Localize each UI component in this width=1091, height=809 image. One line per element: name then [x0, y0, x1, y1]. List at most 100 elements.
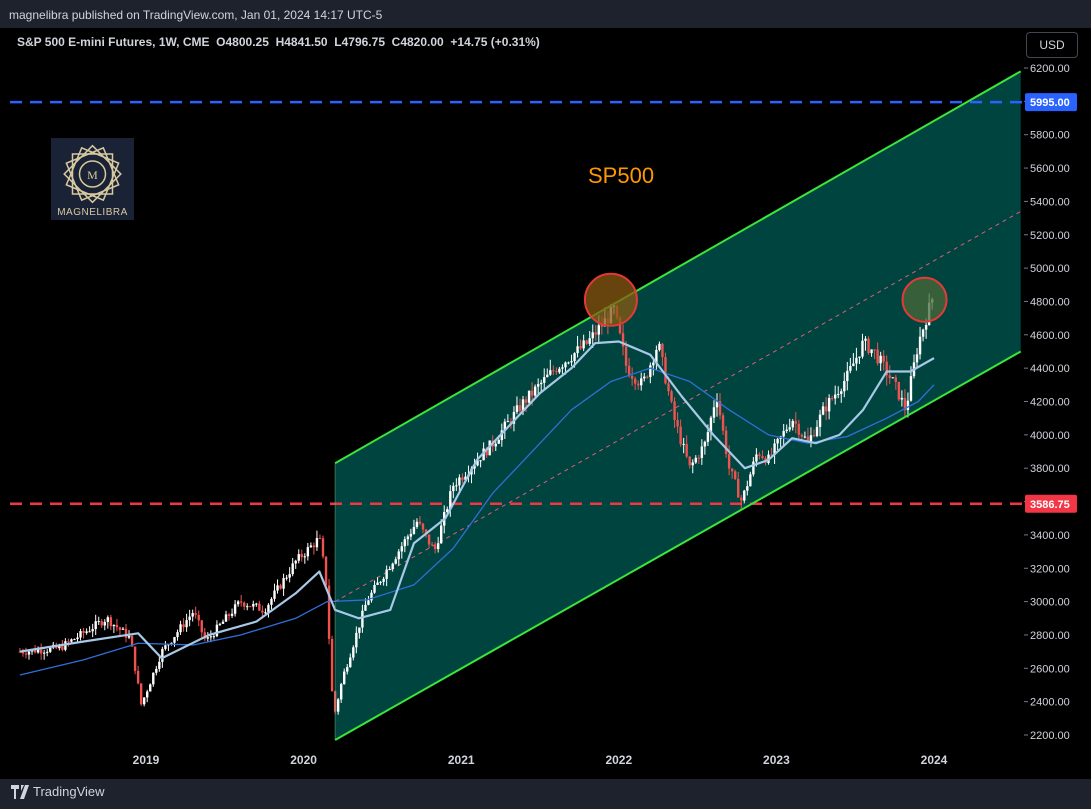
candle-body [506, 421, 510, 423]
candle-body [88, 631, 91, 633]
candle-body [188, 616, 191, 621]
candle-body [558, 368, 561, 373]
candle-body [630, 376, 634, 379]
price-chart[interactable]: 2200.00 2400.00 2600.00 2800.00 3000.00 3200.… [0, 28, 1091, 779]
chart-area[interactable]: 2200.00 2400.00 2600.00 2800.00 3000.00 3200.… [0, 28, 1091, 779]
candle-body [733, 471, 737, 479]
candle-body [633, 378, 637, 384]
candle-body [749, 474, 752, 487]
x-tick-label: 2023 [763, 753, 790, 767]
candle-body [449, 491, 452, 510]
candle-body [479, 460, 482, 462]
candle-body [846, 370, 849, 382]
candle-body [806, 436, 810, 442]
candle-body [494, 443, 497, 447]
legend-close: C4820.00 [391, 35, 444, 49]
candle-body [33, 649, 37, 653]
candle-body [176, 632, 179, 638]
svg-text:M: M [87, 168, 98, 182]
candle-body [39, 649, 43, 654]
candle-body [261, 610, 264, 613]
candle-body [239, 601, 243, 603]
candle-body [436, 543, 440, 550]
candle-body [782, 430, 785, 437]
candle-body [103, 621, 106, 626]
candle-body [800, 434, 804, 437]
candle-body [582, 340, 585, 349]
candle-body [561, 367, 564, 369]
candle-body [549, 370, 552, 375]
candle-body [127, 635, 131, 638]
candle-body [142, 697, 146, 705]
candle-body [885, 361, 888, 376]
candle-body [439, 525, 443, 544]
candle-body [618, 317, 622, 334]
candle-body [327, 585, 331, 639]
candle-body [303, 556, 307, 558]
candle-body [891, 377, 894, 379]
candle-body [849, 366, 852, 371]
candle-body [621, 333, 625, 347]
candle-body [370, 592, 373, 601]
candle-body [564, 362, 567, 368]
candle-body [818, 414, 822, 427]
candle-body [309, 545, 313, 548]
candle-body [909, 376, 913, 401]
candle-body [379, 581, 382, 583]
channel-midline [334, 210, 1021, 603]
candle-body [567, 362, 570, 364]
candle-body [18, 651, 22, 653]
x-tick-label: 2022 [605, 753, 632, 767]
candle-body [709, 417, 713, 433]
candle-body [82, 630, 85, 633]
candle-body [840, 391, 843, 394]
candle-body [703, 441, 707, 447]
candle-body [230, 613, 234, 616]
currency-button[interactable]: USD [1026, 32, 1078, 58]
candle-body [640, 378, 643, 386]
candle-body [770, 454, 773, 456]
candle-body [158, 661, 161, 669]
candle-body [464, 476, 467, 480]
candle-body [70, 639, 73, 642]
candle-body [924, 325, 928, 330]
candle-body [382, 578, 385, 582]
candle-body [697, 457, 701, 459]
tradingview-brand[interactable]: TradingView [33, 784, 105, 799]
candle-body [870, 349, 873, 354]
candle-body [318, 538, 322, 540]
candle-body [743, 490, 746, 501]
candle-body [415, 521, 419, 527]
candle-body [497, 440, 500, 444]
candle-body [409, 533, 413, 537]
candle-body [364, 604, 367, 611]
candle-body [636, 383, 640, 386]
candle-body [906, 400, 910, 411]
candle-body [182, 624, 185, 628]
candle-body [355, 632, 358, 648]
legend-symbol: S&P 500 E-mini Futures, 1W, CME [17, 35, 210, 49]
candle-body [827, 398, 831, 412]
candle-body [400, 546, 403, 552]
y-tick-label: 2400.00 [1030, 697, 1070, 709]
y-tick-label: 2600.00 [1030, 663, 1070, 675]
candle-body [518, 405, 522, 412]
candle-body [624, 346, 628, 366]
candle-body [903, 397, 907, 411]
candle-body [876, 349, 879, 364]
candle-body [118, 627, 122, 630]
candle-body [821, 406, 825, 415]
candle-body [752, 461, 755, 475]
candle-body [524, 399, 528, 403]
legend-low: L4796.75 [334, 35, 385, 49]
candle-body [149, 684, 152, 692]
candle-body [388, 569, 391, 571]
candle-body [164, 645, 167, 649]
tradingview-icon[interactable] [11, 785, 29, 799]
candle-body [130, 635, 134, 647]
candle-body [67, 641, 70, 643]
candle-body [300, 554, 303, 558]
candle-body [879, 355, 882, 364]
y-tick-label: 3800.00 [1030, 463, 1070, 475]
candle-body [424, 529, 428, 535]
